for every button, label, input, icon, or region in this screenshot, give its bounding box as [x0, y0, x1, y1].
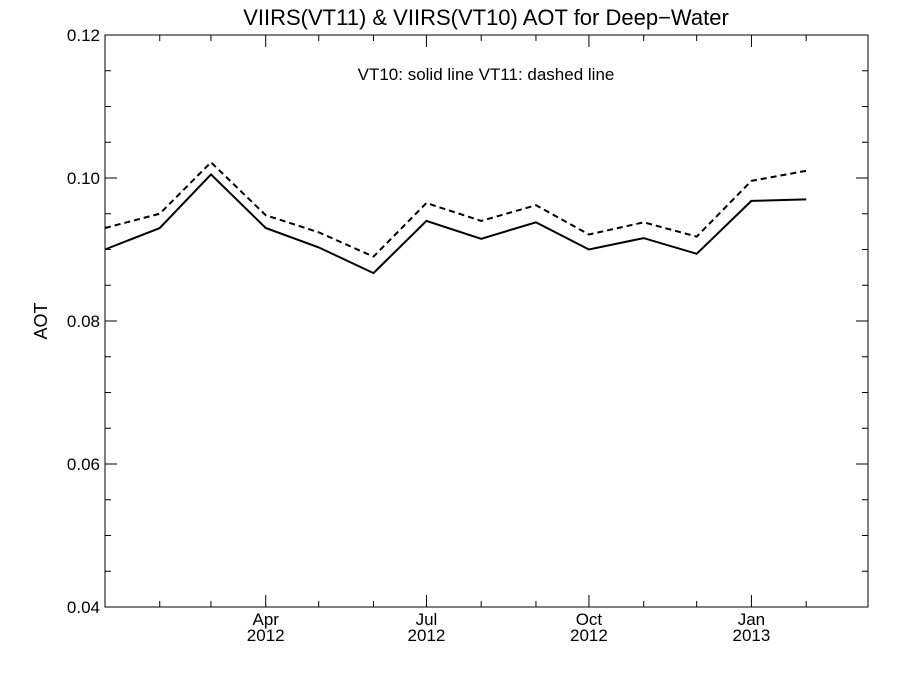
- y-tick-label: 0.10: [67, 169, 100, 188]
- x-tick-label-year: 2013: [733, 626, 771, 645]
- axis-ticks: 0.040.060.080.100.12Apr2012Jul2012Oct201…: [67, 26, 868, 645]
- y-tick-label: 0.08: [67, 312, 100, 331]
- plot-frame: [104, 34, 869, 608]
- series-lines: [104, 160, 807, 275]
- x-tick-label-month: Jan: [738, 610, 765, 629]
- line-style-annotation: VT10: solid line VT11: dashed line: [358, 65, 615, 84]
- x-tick-label-month: Jul: [416, 610, 438, 629]
- vt10-solid-line: [104, 172, 807, 275]
- x-tick-label-month: Apr: [252, 610, 279, 629]
- y-tick-label: 0.06: [67, 455, 100, 474]
- y-axis-label: AOT: [31, 302, 51, 339]
- x-tick-label-month: Oct: [576, 610, 603, 629]
- chart-title: VIIRS(VT11) & VIIRS(VT10) AOT for Deep−W…: [243, 5, 729, 30]
- y-tick-label: 0.12: [67, 26, 100, 45]
- x-tick-label-year: 2012: [570, 626, 608, 645]
- vt11-dashed-line: [104, 160, 807, 258]
- x-tick-label-year: 2012: [408, 626, 446, 645]
- x-tick-label-year: 2012: [247, 626, 285, 645]
- y-tick-label: 0.04: [67, 598, 100, 617]
